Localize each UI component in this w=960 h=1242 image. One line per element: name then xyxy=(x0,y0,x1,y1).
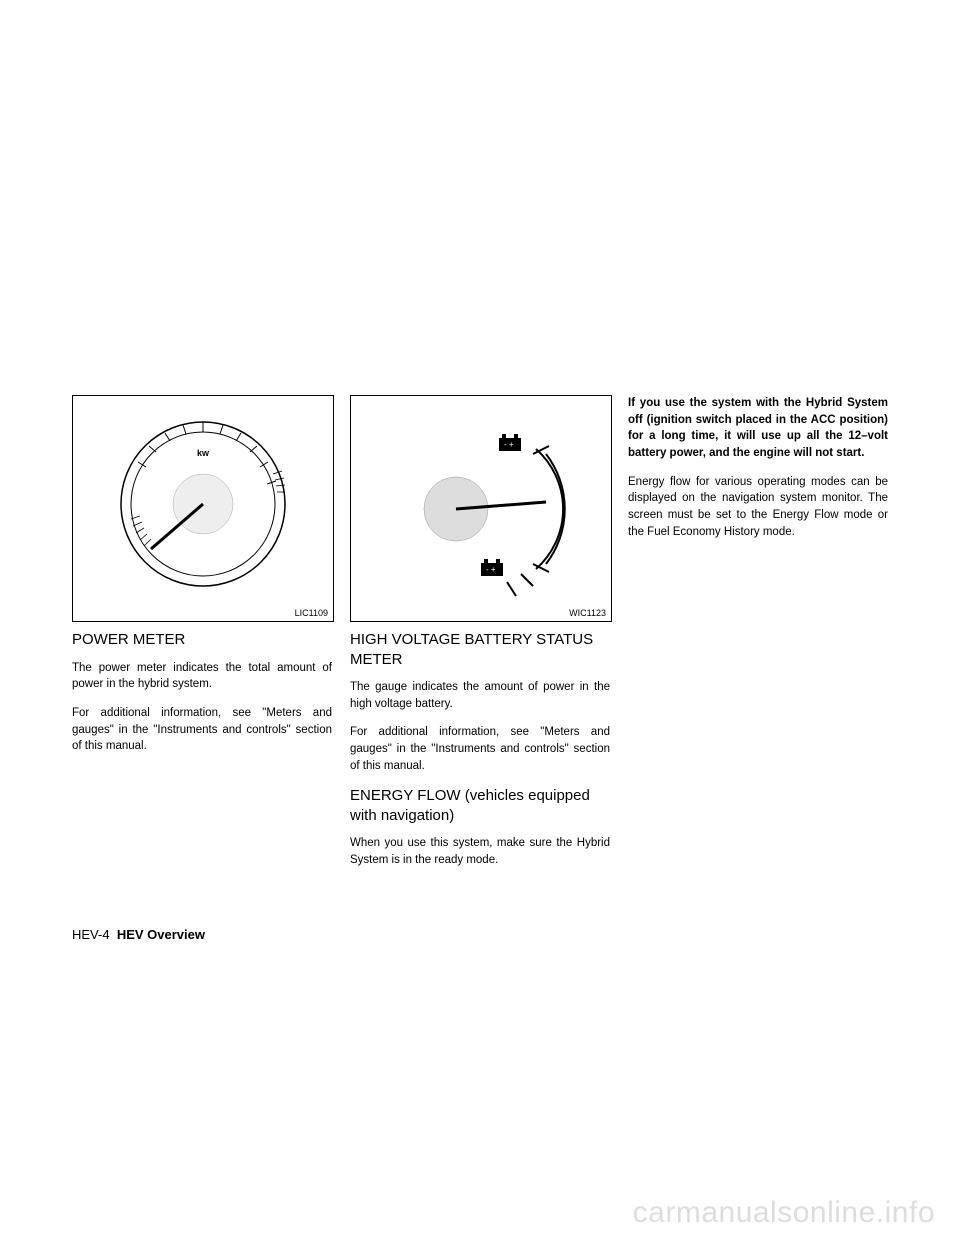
column-3: If you use the system with the Hybrid Sy… xyxy=(628,395,888,881)
watermark: carmanualsonline.info xyxy=(633,1196,935,1230)
power-meter-heading: POWER METER xyxy=(72,630,332,650)
section-title: HEV Overview xyxy=(117,927,205,942)
power-meter-gauge-icon: kw xyxy=(103,404,303,604)
column-2: - + - + WIC1123 HIGH VOLTAGE BATTERY STA… xyxy=(350,395,610,881)
body-paragraph: The gauge indicates the amount of power … xyxy=(350,679,610,712)
battery-gauge-icon: - + - + xyxy=(371,404,591,604)
page-content: kw LIC1109 POWER METER The power meter i… xyxy=(72,395,888,881)
battery-meter-figure: - + - + WIC1123 xyxy=(350,395,612,622)
battery-meter-heading: HIGH VOLTAGE BATTERY STATUS METER xyxy=(350,630,610,669)
kw-label: kw xyxy=(197,448,210,458)
column-1: kw LIC1109 POWER METER The power meter i… xyxy=(72,395,332,881)
svg-text:- +: - + xyxy=(486,565,496,574)
body-paragraph: The power meter indicates the total amou… xyxy=(72,660,332,693)
svg-text:- +: - + xyxy=(504,440,514,449)
body-paragraph: For additional information, see "Meters … xyxy=(72,705,332,755)
page-footer: HEV-4 HEV Overview xyxy=(72,927,205,942)
body-paragraph: Energy flow for various operating modes … xyxy=(628,474,888,541)
page-number: HEV-4 xyxy=(72,927,110,942)
energy-flow-heading: ENERGY FLOW (vehicles equipped with navi… xyxy=(350,786,610,825)
power-meter-figure: kw LIC1109 xyxy=(72,395,334,622)
warning-paragraph: If you use the system with the Hybrid Sy… xyxy=(628,395,888,462)
figure-label: WIC1123 xyxy=(569,608,606,618)
body-paragraph: When you use this system, make sure the … xyxy=(350,835,610,868)
body-paragraph: For additional information, see "Meters … xyxy=(350,724,610,774)
figure-label: LIC1109 xyxy=(295,608,328,618)
